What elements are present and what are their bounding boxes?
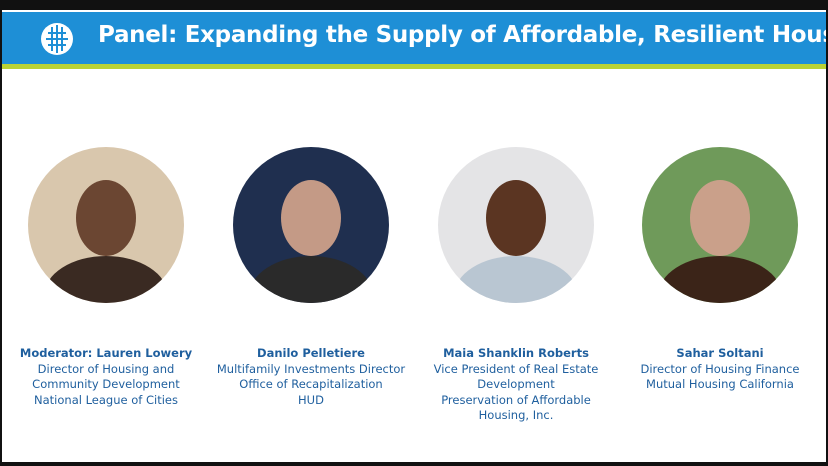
panelist-caption: Maia Shanklin Roberts Vice President of R… — [416, 346, 616, 424]
panelist-role: Multifamily Investments Director — [216, 361, 406, 376]
panelist-role: HUD — [298, 392, 324, 407]
panelist-caption: Danilo Pelletiere Multifamily Investments… — [211, 346, 411, 408]
panelist-name: Moderator: Lauren Lowery — [19, 346, 193, 360]
panelist-name: Sahar Soltani — [676, 346, 764, 360]
panelist-role: Development — [477, 377, 555, 391]
panelist-role: Community Development — [32, 377, 180, 391]
panelist-name: Maia Shanklin Roberts — [443, 346, 589, 360]
panelist-role: Director of Housing and — [37, 361, 175, 376]
slide: Panel: Expanding the Supply of Affordabl… — [2, 10, 826, 462]
panelist-role: Housing, Inc. — [478, 408, 554, 422]
slide-title: Panel: Expanding the Supply of Affordabl… — [98, 22, 826, 48]
panelist-role: Director of Housing Finance — [640, 361, 800, 376]
panelist-caption: Moderator: Lauren Lowery Director of Hous… — [6, 346, 206, 408]
panelist-role: Office of Recapitalization — [239, 377, 383, 391]
panelist-name: Danilo Pelletiere — [257, 346, 365, 360]
panelist-role: Preservation of Affordable — [441, 392, 591, 407]
panelist-caption: Sahar Soltani Director of Housing Finance… — [620, 346, 820, 393]
headshot-photo — [233, 147, 389, 303]
headshot-photo — [28, 147, 184, 303]
title-banner — [2, 12, 826, 64]
headshot-photo — [438, 147, 594, 303]
panelist-role: Vice President of Real Estate — [433, 361, 599, 376]
panelist-role: Mutual Housing California — [646, 377, 794, 391]
panelist-role: National League of Cities — [34, 392, 178, 407]
logo — [41, 23, 73, 55]
accent-stripe — [2, 64, 826, 69]
headshot-photo — [642, 147, 798, 303]
